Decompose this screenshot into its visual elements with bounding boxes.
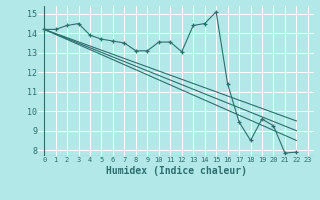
X-axis label: Humidex (Indice chaleur): Humidex (Indice chaleur)	[106, 166, 246, 176]
